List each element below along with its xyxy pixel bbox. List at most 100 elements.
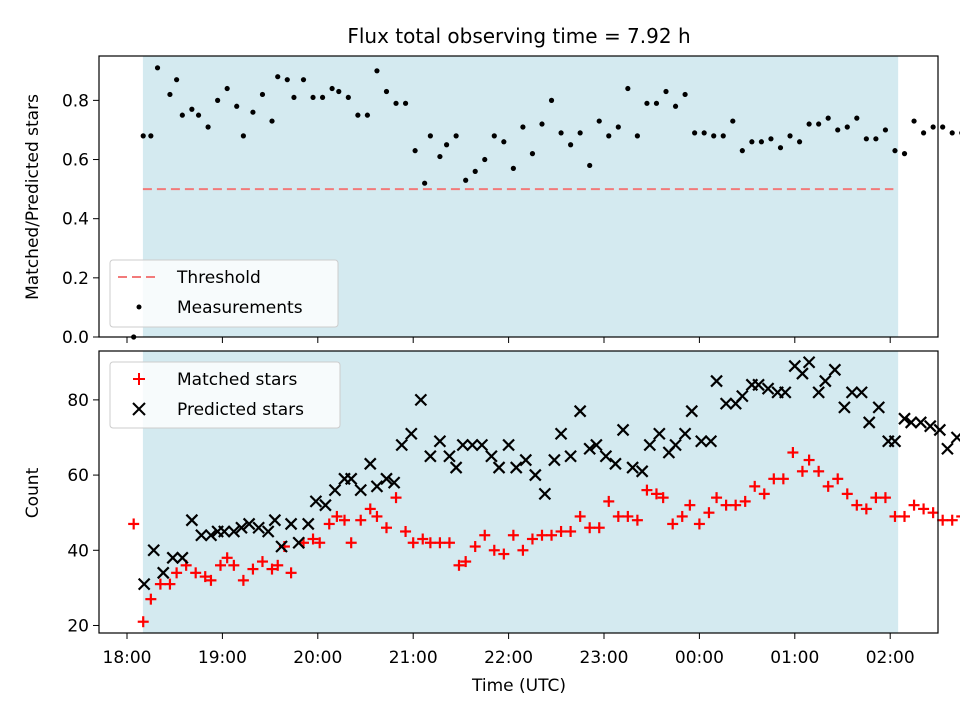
matched-point (171, 567, 183, 579)
predicted-point (812, 386, 825, 399)
predicted-point (616, 423, 630, 437)
predicted-point (796, 367, 809, 380)
predicted-point (227, 525, 241, 538)
y-tick-label: 0.2 (62, 269, 89, 289)
predicted-point (599, 450, 613, 463)
legend: Threshold Measurements (109, 259, 339, 328)
measurement-point (844, 124, 850, 130)
measurement-point (250, 109, 256, 115)
predicted-point (284, 517, 298, 531)
matched-point (228, 559, 240, 571)
predicted-point (695, 434, 708, 448)
predicted-point (414, 393, 428, 407)
matched-point (739, 495, 751, 507)
matched-point (758, 488, 770, 500)
matched-point (507, 529, 519, 541)
predicted-point (218, 525, 231, 538)
predicted-point (319, 498, 332, 512)
predicted-point (405, 427, 418, 440)
x-tick-label: 22:00 (484, 648, 533, 668)
predicted-point (380, 472, 393, 486)
matched-point (693, 518, 705, 530)
matched-point (555, 525, 567, 537)
matched-point (650, 488, 662, 500)
legend: Matched stars Predicted stars (109, 361, 341, 429)
predicted-point (344, 472, 358, 486)
measurement-point (205, 124, 211, 130)
y-axis-label: Matched/Predicted stars (23, 94, 43, 300)
measurement-point (472, 168, 478, 174)
matched-point (956, 515, 960, 518)
measurement-point (154, 65, 161, 71)
x-axis-label: Time (UTC) (471, 676, 566, 696)
matched-point (355, 514, 367, 526)
matched-point (407, 537, 419, 549)
measurement-point (422, 180, 428, 186)
measurement-point (195, 112, 202, 118)
matched-point (676, 510, 688, 522)
y-axis-label: Count (23, 467, 43, 518)
matched-point (657, 492, 669, 504)
matched-points (128, 447, 960, 628)
matched-point (164, 578, 176, 590)
predicted-point (475, 438, 489, 452)
legend-box (109, 361, 341, 429)
matched-point (565, 525, 577, 537)
y-tick-label: 0.8 (62, 91, 89, 111)
measurement-point (319, 94, 326, 101)
measurement-point (644, 100, 650, 106)
measurement-point (835, 127, 841, 133)
measurement-point (275, 74, 281, 80)
legend-box (109, 259, 339, 328)
measurement-point (364, 112, 371, 118)
x-tick-label: 21:00 (389, 648, 438, 668)
predicted-point (845, 386, 859, 399)
matched-point (154, 578, 166, 590)
y-tick-label: 0.4 (62, 210, 89, 230)
predicted-point (502, 438, 515, 452)
predicted-point (185, 513, 199, 527)
matched-point (899, 510, 911, 522)
matched-point (584, 522, 596, 534)
measurement-point (383, 88, 390, 95)
predicted-point (252, 521, 265, 534)
measurement-point (682, 91, 688, 98)
predicted-point (653, 427, 666, 440)
measurement-point (930, 124, 936, 130)
measurement-point (920, 130, 927, 136)
matched-point (768, 473, 780, 485)
y-tick-label: 0.0 (62, 328, 89, 348)
predicted-point (509, 461, 523, 474)
measurement-point (634, 133, 640, 139)
measurement-point (539, 121, 545, 127)
x-axis-ticks: 18:00 19:00 20:00 21:00 22:00 23:00 00:00 01:00… (103, 633, 915, 668)
matched-point (841, 488, 853, 500)
predicted-point (354, 483, 368, 497)
predicted-point (626, 461, 639, 474)
predicted-point (554, 427, 568, 440)
matched-point (593, 522, 605, 534)
predicted-point (309, 495, 323, 508)
measurement-point (453, 133, 459, 139)
matched-point (631, 514, 643, 526)
predicted-point (433, 434, 447, 448)
predicted-point (424, 450, 437, 463)
plot-frame (98, 55, 939, 338)
measurement-point (873, 136, 879, 142)
matched-point (851, 499, 863, 511)
measurement-point (720, 133, 726, 139)
x-axis-ticks (126, 337, 891, 343)
predicted-point (761, 382, 775, 395)
matched-point (137, 616, 149, 628)
x-tick-label: 18:00 (103, 648, 152, 668)
predicted-point (395, 438, 409, 452)
legend-threshold-label: Threshold (176, 268, 261, 288)
measurement-point (284, 77, 290, 83)
legend-matched-label: Matched stars (177, 370, 297, 390)
measurement-point (730, 118, 736, 124)
matched-point (822, 480, 834, 492)
measurement-point (882, 127, 889, 133)
predicted-point (292, 536, 305, 550)
matched-point (488, 544, 500, 556)
x-tick-label: 19:00 (198, 648, 247, 668)
